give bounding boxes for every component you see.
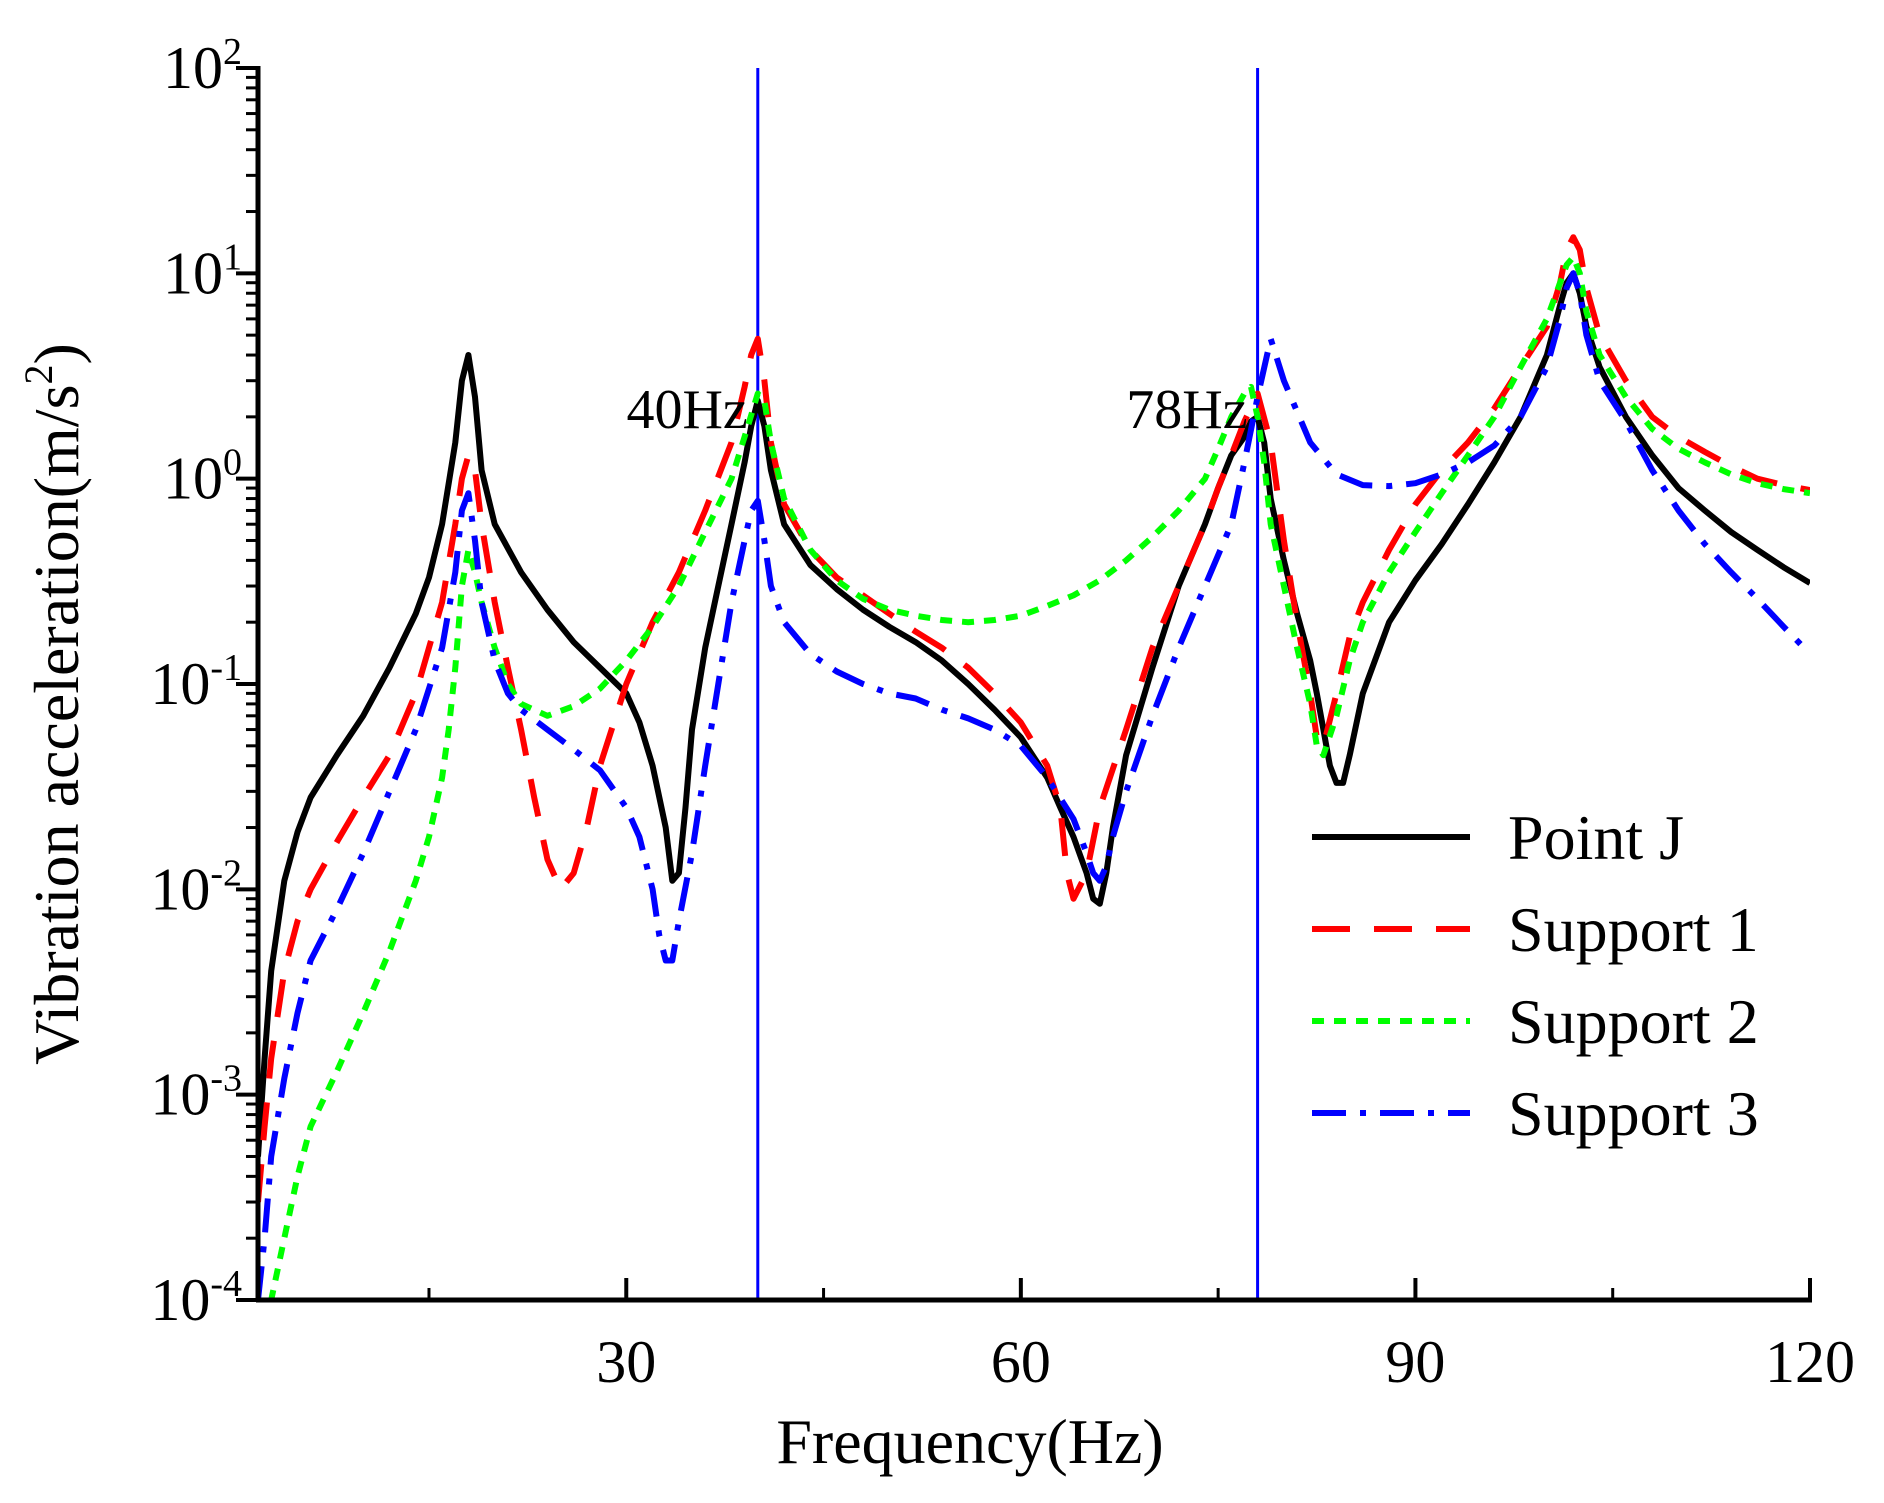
legend: Point J Support 1 Support 2 Support 3 <box>1312 802 1759 1149</box>
y-axis-title: Vibration acceleration(m/s2) <box>16 343 92 1065</box>
series-line-support-2 <box>267 254 1810 1300</box>
x-tick-label: 60 <box>991 1329 1051 1395</box>
x-axis-title: Frequency(Hz) <box>776 1406 1163 1477</box>
series-line-support-3 <box>258 270 1810 1300</box>
x-tick-label: 30 <box>596 1329 656 1395</box>
y-tick-label: 10-2 <box>150 852 242 922</box>
y-tick-label: 102 <box>163 31 242 101</box>
labels-layer: 30 60 90 120 10-4 10-3 10-2 10-1 100 101 102 Freque… <box>16 31 1855 1477</box>
legend-label-support-1: Support 1 <box>1508 894 1759 965</box>
annotation-78hz: 78Hz <box>1126 379 1247 441</box>
y-tick-label: 10-3 <box>150 1058 242 1128</box>
series-line-support-1 <box>258 234 1810 1203</box>
x-tick-label: 90 <box>1385 1329 1445 1395</box>
y-tick-label: 101 <box>163 236 242 306</box>
x-tick-label: 120 <box>1765 1329 1855 1395</box>
legend-label-point-j: Point J <box>1508 802 1684 873</box>
series-layer <box>258 234 1810 1300</box>
legend-label-support-2: Support 2 <box>1508 986 1759 1057</box>
legend-label-support-3: Support 3 <box>1508 1078 1759 1149</box>
axes-layer <box>236 66 1812 1303</box>
annotation-40hz: 40Hz <box>626 379 747 441</box>
y-tick-label: 10-4 <box>150 1263 242 1333</box>
y-tick-label: 100 <box>163 442 242 512</box>
y-tick-label: 10-1 <box>150 647 242 717</box>
reference-lines-layer <box>756 68 1260 1300</box>
